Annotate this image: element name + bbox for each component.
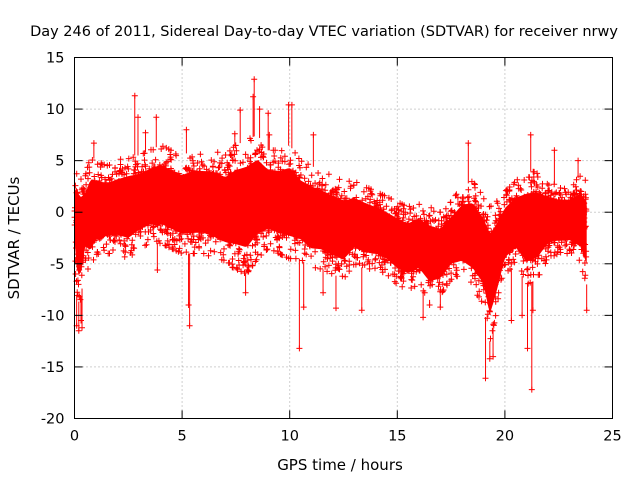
axis-ticks: 0 5 10 15 20 25 -20 -15 -10 -5 0 5 10 15	[41, 51, 622, 445]
x-tick-label: 20	[496, 429, 514, 445]
x-tick-label: 10	[280, 429, 298, 445]
data-series-sdtvar	[71, 76, 590, 393]
data-point	[79, 324, 85, 331]
data-point	[358, 307, 365, 314]
x-tick-label: 15	[388, 429, 406, 445]
data-point	[251, 76, 258, 83]
data-point	[142, 129, 149, 136]
data-point	[245, 263, 252, 270]
y-tick-label: -20	[41, 412, 65, 428]
data-point	[250, 93, 257, 100]
data-point	[154, 267, 161, 273]
data-point	[528, 386, 535, 393]
y-axis-label: SDTVAR / TECUs	[5, 176, 23, 299]
data-point	[288, 101, 295, 108]
data-point	[521, 193, 528, 200]
data-point	[237, 107, 244, 114]
data-point	[75, 327, 82, 334]
data-point	[310, 131, 317, 138]
data-point	[78, 317, 84, 324]
data-point	[242, 289, 249, 296]
data-point	[583, 307, 590, 314]
x-tick-label: 5	[177, 429, 186, 445]
data-point	[183, 126, 190, 133]
chart-title: Day 246 of 2011, Sidereal Day-to-day VTE…	[30, 24, 618, 40]
data-point	[575, 157, 582, 164]
data-point	[185, 302, 192, 308]
data-point	[524, 345, 531, 352]
data-point	[320, 289, 327, 296]
y-tick-label: -15	[41, 360, 65, 376]
data-point	[508, 317, 515, 324]
x-tick-label: 0	[70, 429, 79, 445]
data-point	[296, 345, 303, 352]
data-point	[519, 312, 526, 319]
data-point	[551, 147, 558, 154]
data-point	[186, 322, 193, 329]
data-point	[265, 110, 272, 117]
y-tick-label: 0	[55, 205, 64, 221]
data-point	[256, 106, 263, 113]
y-tick-label: 5	[55, 154, 64, 170]
data-point	[333, 305, 339, 312]
data-point	[437, 304, 444, 311]
plot-frame	[74, 57, 613, 419]
data-point	[153, 114, 160, 121]
x-tick-label: 25	[603, 429, 621, 445]
data-point	[300, 304, 307, 311]
data-point	[266, 131, 273, 138]
data-point	[486, 355, 493, 362]
y-tick-label: 15	[46, 51, 64, 67]
y-tick-label: 10	[46, 102, 64, 118]
data-point	[90, 140, 97, 147]
data-point	[529, 307, 536, 314]
data-markers	[71, 135, 590, 342]
y-tick-label: -10	[41, 308, 65, 324]
data-point	[426, 302, 433, 308]
x-axis-label: GPS time / hours	[277, 456, 403, 474]
y-tick-label: -5	[50, 257, 64, 273]
data-point	[490, 353, 497, 360]
data-point	[131, 92, 138, 99]
data-point	[420, 314, 427, 321]
data-point	[527, 131, 534, 138]
data-point	[231, 130, 238, 137]
data-point	[135, 114, 141, 121]
data-point	[465, 140, 472, 147]
data-point	[482, 375, 489, 382]
